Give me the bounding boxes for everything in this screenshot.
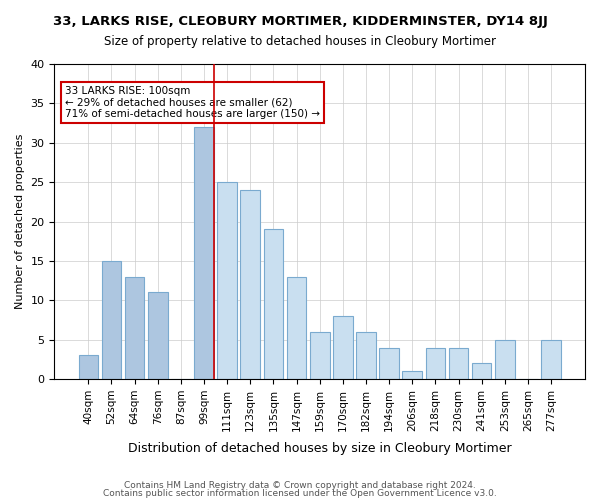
Bar [495, 340, 515, 379]
Bar [356, 332, 376, 379]
Y-axis label: Number of detached properties: Number of detached properties [15, 134, 25, 309]
Bar [333, 316, 353, 379]
Bar [263, 230, 283, 379]
Bar [241, 190, 260, 379]
Bar [310, 332, 329, 379]
Bar [287, 276, 307, 379]
Bar [403, 371, 422, 379]
Bar [217, 182, 237, 379]
Bar [541, 340, 561, 379]
Bar [125, 276, 145, 379]
Text: 33, LARKS RISE, CLEOBURY MORTIMER, KIDDERMINSTER, DY14 8JJ: 33, LARKS RISE, CLEOBURY MORTIMER, KIDDE… [53, 15, 547, 28]
Text: 33 LARKS RISE: 100sqm
← 29% of detached houses are smaller (62)
71% of semi-deta: 33 LARKS RISE: 100sqm ← 29% of detached … [65, 86, 320, 120]
Text: Contains HM Land Registry data © Crown copyright and database right 2024.: Contains HM Land Registry data © Crown c… [124, 481, 476, 490]
Bar [79, 356, 98, 379]
Text: Contains public sector information licensed under the Open Government Licence v3: Contains public sector information licen… [103, 488, 497, 498]
Bar [449, 348, 469, 379]
Bar [425, 348, 445, 379]
Bar [379, 348, 399, 379]
Text: Size of property relative to detached houses in Cleobury Mortimer: Size of property relative to detached ho… [104, 35, 496, 48]
Bar [472, 364, 491, 379]
Bar [101, 261, 121, 379]
X-axis label: Distribution of detached houses by size in Cleobury Mortimer: Distribution of detached houses by size … [128, 442, 512, 455]
Bar [148, 292, 167, 379]
Bar [194, 127, 214, 379]
